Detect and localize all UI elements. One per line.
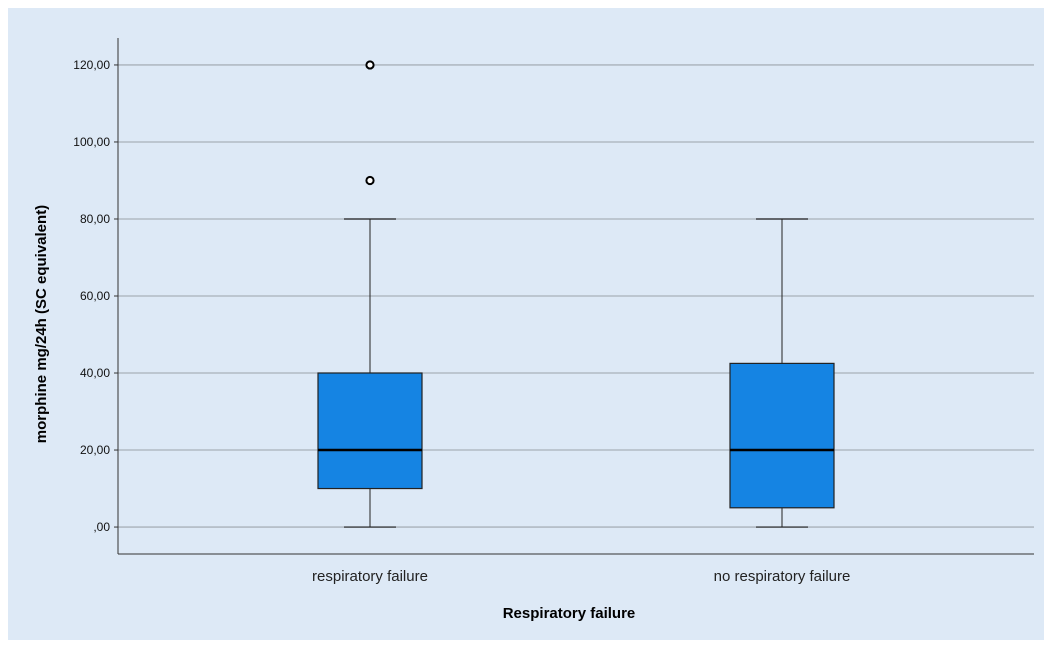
boxplot-chart: ,00 20,00 40,00 60,00 80,00 100,00 120,00 resp… — [33, 38, 1034, 622]
y-tick-label: 40,00 — [80, 366, 110, 380]
y-tick-labels: ,00 20,00 40,00 60,00 80,00 100,00 120,00 — [73, 58, 110, 534]
y-axis-title: morphine mg/24h (SC equivalent) — [33, 205, 50, 443]
y-tick-label: 20,00 — [80, 443, 110, 457]
y-tick-label: 100,00 — [73, 135, 110, 149]
x-category-label: no respiratory failure — [714, 568, 851, 585]
x-axis-title: Respiratory failure — [503, 605, 636, 622]
axes — [114, 38, 1034, 555]
box-group — [317, 60, 423, 528]
y-tick-label: 60,00 — [80, 289, 110, 303]
grid-lines — [118, 64, 1034, 528]
y-tick-label: 120,00 — [73, 58, 110, 72]
outlier-point — [365, 60, 375, 70]
box-group — [729, 218, 835, 528]
iqr-box — [317, 372, 423, 490]
x-category-label: respiratory failure — [312, 568, 428, 585]
outlier-point — [365, 175, 375, 186]
y-tick-label: 80,00 — [80, 212, 110, 226]
boxes — [317, 60, 835, 528]
x-category-labels: respiratory failure no respiratory failur… — [312, 568, 850, 585]
iqr-box — [729, 362, 835, 509]
y-tick-label: ,00 — [93, 520, 110, 534]
chart-frame: ,00 20,00 40,00 60,00 80,00 100,00 120,00 resp… — [8, 8, 1044, 640]
